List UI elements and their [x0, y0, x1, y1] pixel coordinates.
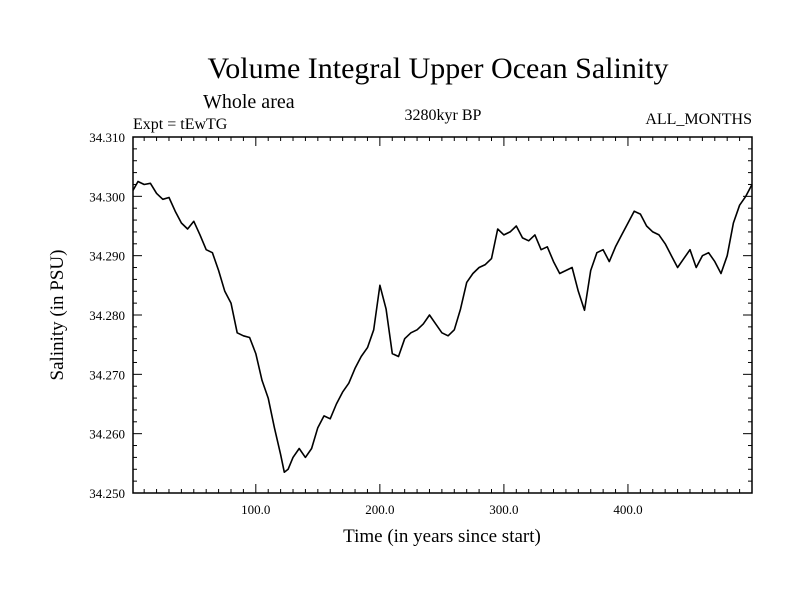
x-axis-ticks: 100.0 200.0 300.0 400.0: [143, 137, 741, 517]
series-line: [132, 180, 753, 473]
y-tick-label: 34.310: [89, 130, 125, 145]
y-tick-label: 34.270: [89, 367, 125, 382]
y-tick-label: 34.290: [89, 249, 125, 264]
y-axis-label: Salinity (in PSU): [47, 250, 68, 381]
y-tick-label: 34.280: [89, 308, 125, 323]
chart-title: Volume Integral Upper Ocean Salinity: [208, 52, 669, 85]
y-tick-label: 34.300: [89, 189, 125, 204]
y-axis-ticks: 34.250 34.260 34.270 34.280 34.290 34.300 34.3…: [89, 130, 752, 501]
x-tick-label: 200.0: [365, 502, 394, 517]
y-tick-label: 34.250: [89, 486, 125, 501]
x-axis-label: Time (in years since start): [343, 526, 541, 547]
months-label: ALL_MONTHS: [645, 111, 752, 128]
x-tick-label: 300.0: [489, 502, 518, 517]
chart-subtitle: Whole area: [203, 91, 295, 113]
x-tick-label: 100.0: [241, 502, 270, 517]
plot-frame: [132, 136, 753, 494]
period-label: 3280kyr BP: [405, 107, 482, 124]
experiment-label: Expt = tEwTG: [133, 116, 228, 133]
x-tick-label: 400.0: [613, 502, 642, 517]
y-tick-label: 34.260: [89, 427, 125, 442]
